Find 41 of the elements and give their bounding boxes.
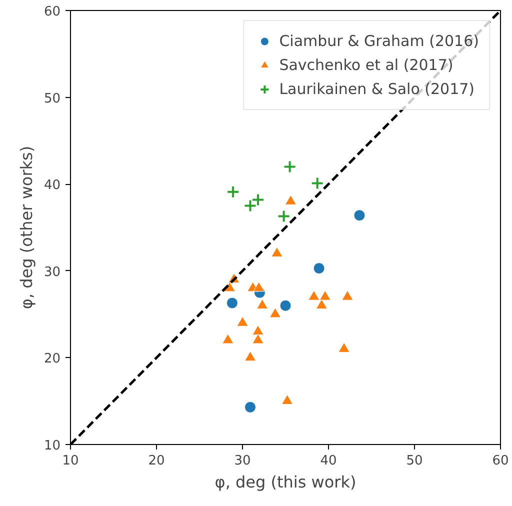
point — [319, 290, 331, 300]
x-tick-label: 50 — [406, 454, 423, 468]
point — [310, 176, 324, 190]
y-tick-label: 10 — [44, 438, 61, 454]
point — [283, 160, 296, 174]
x-tick-label: 10 — [62, 454, 79, 468]
x-tick-label: 30 — [234, 454, 251, 468]
point — [284, 194, 296, 205]
y-axis-title: φ, deg (other works) — [16, 146, 36, 310]
point — [281, 394, 293, 405]
x-tick-label: 20 — [148, 454, 165, 468]
x-tick-label: 60 — [492, 454, 509, 468]
point — [226, 185, 240, 198]
point — [244, 351, 256, 362]
legend-label: Ciambur & Graham (2016) — [279, 32, 479, 50]
point — [316, 299, 328, 310]
point — [256, 299, 268, 310]
point — [342, 290, 354, 300]
point — [308, 290, 320, 300]
point — [269, 308, 281, 318]
y-tick-label: 60 — [44, 4, 61, 20]
point — [277, 210, 290, 223]
y-tick-label: 40 — [44, 178, 61, 194]
point — [252, 334, 264, 344]
point — [222, 334, 234, 344]
point — [252, 325, 264, 336]
y-tick-label: 20 — [44, 352, 61, 367]
point — [253, 282, 265, 292]
y-tick-label: 50 — [44, 91, 61, 106]
point — [236, 316, 248, 326]
point — [338, 342, 350, 352]
point — [354, 210, 366, 222]
y-tick-label: 30 — [44, 264, 61, 280]
point — [271, 246, 283, 257]
x-axis-title: φ, deg (this work) — [214, 472, 356, 492]
legend-label: Laurikainen & Salo (2017) — [279, 80, 475, 98]
x-tick-label: 40 — [320, 454, 337, 468]
point — [280, 300, 292, 312]
legend-label: Savchenko et al (2017) — [279, 56, 454, 74]
point — [226, 297, 238, 309]
point — [313, 262, 325, 274]
